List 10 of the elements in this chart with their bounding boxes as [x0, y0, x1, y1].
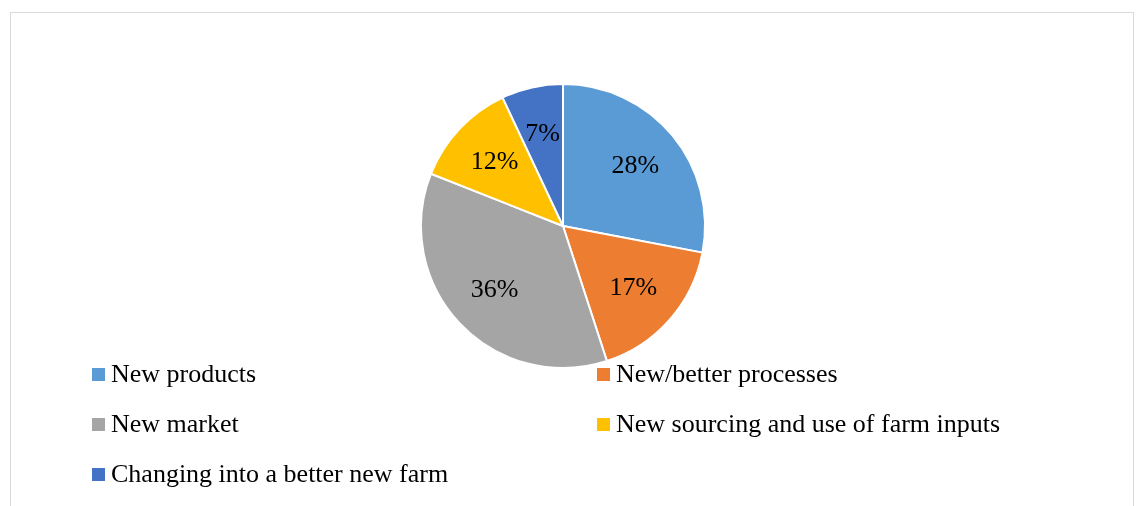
legend-label: New sourcing and use of farm inputs — [616, 409, 1001, 439]
legend-label: New products — [111, 359, 257, 389]
data-label: 12% — [470, 145, 519, 175]
data-label: 17% — [609, 271, 658, 301]
legend-label: New market — [111, 409, 239, 439]
data-label: 36% — [470, 273, 519, 303]
data-label: 7% — [525, 118, 560, 148]
legend-label: Changing into a better new farm — [111, 459, 449, 489]
legend-label: New/better processes — [616, 359, 838, 389]
data-label: 28% — [611, 150, 660, 180]
